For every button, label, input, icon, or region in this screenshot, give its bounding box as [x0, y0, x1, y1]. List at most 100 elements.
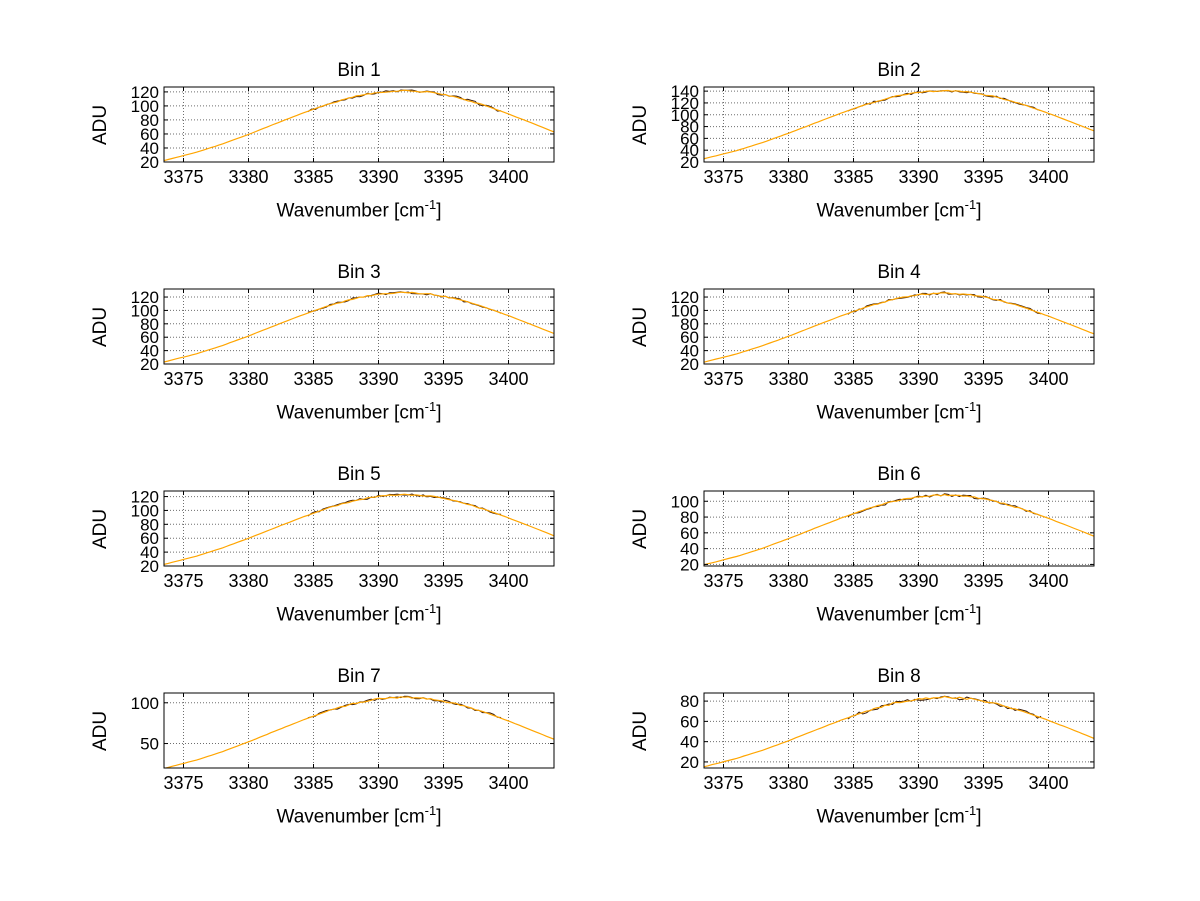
svg-text:60: 60 — [680, 328, 699, 347]
svg-text:3400: 3400 — [1028, 369, 1068, 389]
svg-text:100: 100 — [131, 501, 159, 520]
svg-text:3400: 3400 — [488, 369, 528, 389]
svg-text:3385: 3385 — [833, 571, 873, 591]
svg-text:3380: 3380 — [768, 571, 808, 591]
chart-title: Bin 1 — [337, 60, 381, 81]
svg-text:3390: 3390 — [358, 773, 398, 793]
plot-wrap: ADU 3375 3380 3385 3390 3395 3400 20 40 60 80 100 1… — [88, 84, 556, 190]
subplot-bin-7: Bin 7 ADU 3375 3380 3385 3390 3395 3400 50 100 … — [88, 664, 556, 830]
subplot-bin-1: Bin 1 ADU 3375 3380 3385 3390 3395 3400 20 40 60… — [88, 58, 556, 224]
svg-text:120: 120 — [131, 488, 159, 507]
svg-text:3380: 3380 — [228, 369, 268, 389]
svg-text:60: 60 — [680, 712, 699, 731]
svg-text:3390: 3390 — [358, 571, 398, 591]
svg-text:100: 100 — [671, 492, 699, 511]
svg-text:3390: 3390 — [898, 167, 938, 187]
svg-text:3385: 3385 — [293, 369, 333, 389]
svg-text:3380: 3380 — [228, 167, 268, 187]
svg-text:40: 40 — [140, 543, 159, 562]
chart-title: Bin 3 — [337, 262, 381, 283]
svg-text:80: 80 — [680, 508, 699, 527]
x-axis-label-sup: -1 — [964, 601, 977, 616]
plot-wrap: ADU 3375 3380 3385 3390 3395 3400 20 40 60 80 100 1… — [88, 488, 556, 594]
svg-text:3385: 3385 — [833, 773, 873, 793]
x-axis-label-close: ] — [976, 402, 982, 424]
x-axis-label-close: ] — [436, 806, 442, 828]
x-axis-label-text: Wavenumber [cm — [816, 402, 965, 424]
svg-text:3395: 3395 — [963, 167, 1003, 187]
svg-text:3400: 3400 — [488, 571, 528, 591]
svg-text:20: 20 — [680, 355, 699, 374]
x-axis-label-sup: -1 — [964, 399, 977, 414]
chart-title: Bin 8 — [877, 666, 921, 687]
svg-text:3395: 3395 — [423, 571, 463, 591]
svg-text:120: 120 — [671, 288, 699, 307]
x-axis-label-sup: -1 — [424, 601, 437, 616]
x-axis-label: Wavenumber [cm-1] — [164, 796, 554, 830]
x-axis-label-sup: -1 — [964, 197, 977, 212]
y-axis-label: ADU — [90, 306, 111, 348]
svg-text:3385: 3385 — [293, 167, 333, 187]
svg-text:50: 50 — [140, 735, 159, 754]
x-axis-label-text: Wavenumber [cm — [276, 604, 425, 626]
x-axis-label-text: Wavenumber [cm — [276, 200, 425, 222]
chart-title: Bin 5 — [337, 464, 381, 485]
x-axis-label-close: ] — [436, 402, 442, 424]
svg-text:3375: 3375 — [703, 369, 743, 389]
svg-text:3375: 3375 — [703, 773, 743, 793]
y-axis-label: ADU — [630, 710, 651, 752]
subplot-bin-2: Bin 2 ADU 3375 3380 3385 3390 3395 3400 20 40 60… — [628, 58, 1096, 224]
svg-text:80: 80 — [140, 315, 159, 334]
plot-area: 3375 3380 3385 3390 3395 3400 2040608010012014… — [671, 84, 1095, 187]
svg-text:100: 100 — [131, 301, 159, 320]
svg-text:100: 100 — [131, 694, 159, 713]
svg-text:3400: 3400 — [1028, 571, 1068, 591]
subplot-bin-4: Bin 4 ADU 3375 3380 3385 3390 3395 3400 20 40 60… — [628, 260, 1096, 426]
x-axis-label-close: ] — [976, 200, 982, 222]
x-axis-label-text: Wavenumber [cm — [276, 806, 425, 828]
x-axis-label-close: ] — [976, 806, 982, 828]
subplot-bin-6: Bin 6 ADU 3375 3380 3385 3390 3395 3400 20 40 60… — [628, 462, 1096, 628]
svg-text:3395: 3395 — [963, 571, 1003, 591]
svg-text:3390: 3390 — [358, 369, 398, 389]
svg-text:140: 140 — [671, 84, 699, 101]
svg-text:3375: 3375 — [703, 167, 743, 187]
chart-title: Bin 7 — [337, 666, 381, 687]
svg-text:40: 40 — [680, 141, 699, 160]
svg-text:3375: 3375 — [163, 369, 203, 389]
svg-text:3375: 3375 — [703, 571, 743, 591]
plot-wrap: ADU 3375 3380 3385 3390 3395 3400 50 100 — [88, 690, 556, 796]
svg-text:80: 80 — [140, 111, 159, 130]
svg-text:100: 100 — [131, 97, 159, 116]
svg-text:3380: 3380 — [228, 571, 268, 591]
x-axis-label-sup: -1 — [424, 803, 437, 818]
x-axis-label: Wavenumber [cm-1] — [164, 392, 554, 426]
svg-text:3375: 3375 — [163, 773, 203, 793]
svg-text:3385: 3385 — [833, 167, 873, 187]
svg-text:3400: 3400 — [488, 773, 528, 793]
x-axis-label: Wavenumber [cm-1] — [164, 190, 554, 224]
svg-text:3400: 3400 — [1028, 167, 1068, 187]
y-axis-label: ADU — [630, 306, 651, 348]
plot-wrap: ADU 3375 3380 3385 3390 3395 3400 20 40 60 80 — [628, 690, 1096, 796]
svg-text:120: 120 — [131, 84, 159, 102]
chart-title: Bin 2 — [877, 60, 921, 81]
y-axis-label: ADU — [90, 710, 111, 752]
x-axis-label: Wavenumber [cm-1] — [704, 392, 1094, 426]
svg-text:40: 40 — [680, 342, 699, 361]
svg-text:60: 60 — [680, 524, 699, 543]
x-axis-label-text: Wavenumber [cm — [816, 604, 965, 626]
svg-text:3395: 3395 — [423, 167, 463, 187]
svg-text:3390: 3390 — [898, 369, 938, 389]
svg-text:60: 60 — [140, 529, 159, 548]
svg-text:40: 40 — [140, 342, 159, 361]
svg-text:80: 80 — [680, 315, 699, 334]
svg-text:3380: 3380 — [768, 369, 808, 389]
svg-text:80: 80 — [680, 692, 699, 711]
